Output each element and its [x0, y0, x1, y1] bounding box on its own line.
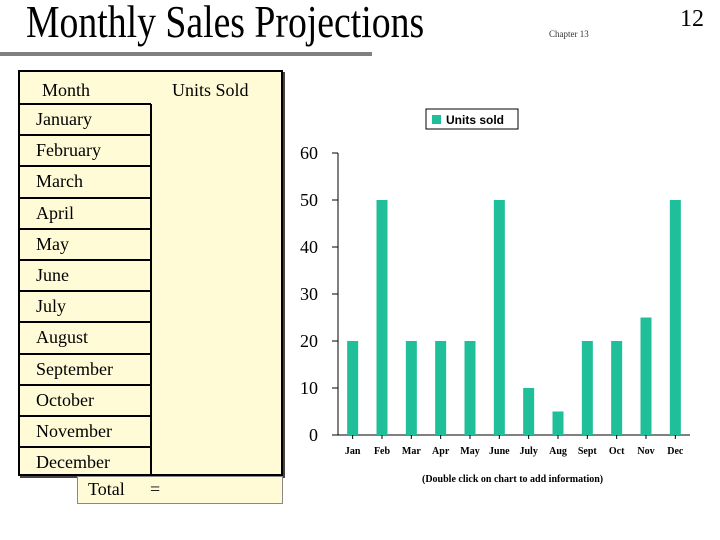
units-input-cell[interactable] [152, 135, 282, 166]
row-divider [20, 196, 151, 199]
bar[interactable] [581, 341, 593, 435]
row-divider [20, 259, 151, 261]
x-tick-label: Oct [609, 446, 625, 457]
row-divider [20, 321, 151, 324]
bar[interactable] [640, 317, 652, 436]
month-label: September [36, 358, 113, 379]
month-label: November [36, 421, 112, 441]
units-input-cell[interactable] [152, 166, 282, 197]
bar[interactable] [405, 341, 417, 435]
sales-table: Month Units Sold January February March Apr… [18, 70, 283, 476]
bar[interactable] [493, 200, 505, 435]
chart-footnote: (Double click on chart to add informatio… [422, 474, 604, 485]
units-column-header: Units Sold [172, 80, 249, 100]
y-tick-label: 60 [300, 143, 318, 163]
row-divider [20, 103, 151, 105]
bar[interactable] [464, 341, 476, 435]
x-tick-label: July [519, 446, 537, 457]
month-label: August [36, 327, 89, 348]
month-column-header: Month [42, 80, 91, 100]
x-tick-label: Aug [549, 446, 567, 457]
units-input-cell[interactable] [152, 354, 282, 385]
y-tick-label: 50 [300, 190, 318, 210]
slide-title: Monthly Sales Projections [26, 0, 425, 47]
legend-label: Units sold [446, 113, 504, 127]
bar[interactable] [376, 200, 388, 435]
units-input-cell[interactable] [152, 447, 282, 478]
row-divider [20, 446, 151, 449]
bar[interactable] [611, 341, 623, 435]
x-tick-label: Jan [345, 446, 361, 457]
units-input-cell[interactable] [152, 260, 282, 291]
units-input-cell[interactable] [152, 385, 282, 416]
bar[interactable] [669, 200, 681, 435]
y-tick-label: 10 [300, 378, 318, 398]
legend-box [425, 108, 519, 130]
total-value[interactable]: = [150, 479, 161, 499]
month-label: March [36, 171, 83, 192]
x-tick-label: Mar [402, 446, 421, 457]
total-row: Total = [77, 476, 283, 504]
title-underline [0, 52, 372, 56]
x-tick-label: Sept [578, 446, 598, 457]
row-divider [20, 415, 151, 417]
column-divider [150, 104, 152, 476]
x-tick-label: Apr [432, 446, 450, 457]
x-tick-label: Nov [637, 446, 654, 457]
units-input-cell[interactable] [152, 416, 282, 447]
units-input-cell[interactable] [152, 229, 282, 260]
month-label: July [36, 296, 67, 317]
bar[interactable] [435, 341, 447, 435]
y-tick-label: 20 [300, 331, 318, 351]
row-divider [20, 383, 151, 386]
month-label: May [36, 233, 69, 254]
x-tick-label: Feb [374, 446, 391, 457]
bar[interactable] [552, 411, 564, 436]
x-tick-label: Dec [667, 446, 684, 457]
row-divider [20, 352, 151, 355]
row-divider [20, 227, 151, 230]
bar[interactable] [523, 388, 535, 435]
chapter-label: Chapter 13 [549, 29, 589, 39]
row-divider [20, 290, 151, 293]
y-tick-label: 40 [300, 237, 318, 257]
total-label: Total [88, 479, 125, 499]
units-input-cell[interactable] [152, 291, 282, 322]
month-label: October [36, 389, 94, 410]
row-divider [20, 165, 151, 168]
month-label: December [36, 452, 110, 473]
x-tick-label: June [489, 446, 510, 457]
y-tick-label: 30 [300, 284, 318, 304]
bar[interactable] [347, 341, 359, 435]
y-tick-label: 0 [309, 425, 318, 445]
row-divider [20, 134, 151, 137]
units-input-cell[interactable] [152, 104, 282, 135]
legend-swatch [432, 115, 441, 124]
page-number: 12 [680, 6, 704, 32]
month-label: April [36, 202, 74, 223]
month-label: June [36, 265, 69, 285]
units-input-cell[interactable] [152, 198, 282, 229]
x-tick-label: May [460, 446, 479, 457]
month-label: February [36, 140, 101, 161]
units-input-cell[interactable] [152, 322, 282, 353]
units-sold-bar-chart[interactable]: 0 10 20 30 40 50 60 Jan Feb Mar Apr May June July Aug S… [280, 95, 700, 467]
month-label: January [36, 109, 92, 129]
